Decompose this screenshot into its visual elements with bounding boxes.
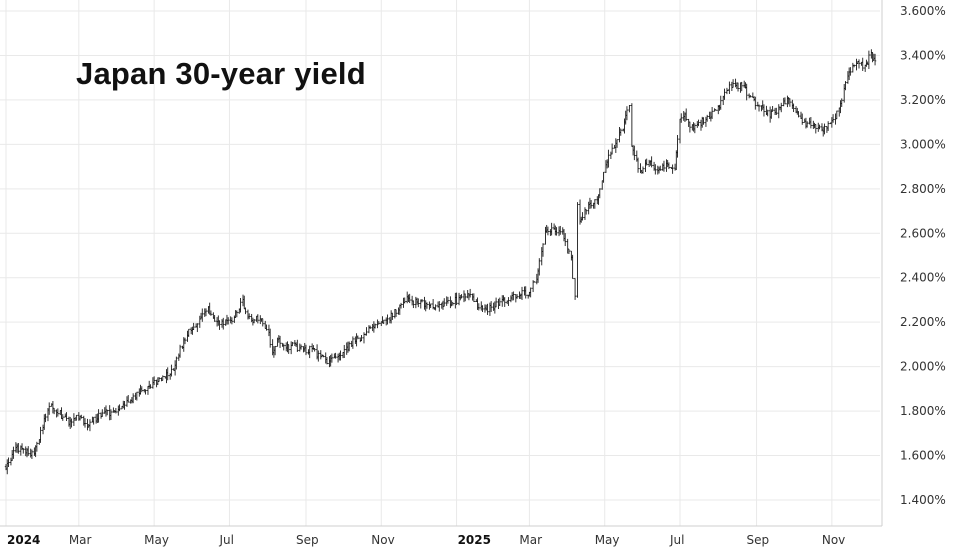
y-tick-label: 3.200% bbox=[900, 93, 946, 107]
y-axis: 1.400% 1.600% 1.800% 2.000% 2.200% 2.400% 2.60… bbox=[900, 4, 946, 507]
y-tick-label: 1.400% bbox=[900, 493, 946, 507]
chart-title: Japan 30-year yield bbox=[76, 56, 366, 91]
y-tick-label: 2.000% bbox=[900, 360, 946, 374]
x-tick-label: May bbox=[595, 533, 620, 547]
x-tick-label: Mar bbox=[69, 533, 92, 547]
y-tick-label: 2.200% bbox=[900, 315, 946, 329]
y-tick-label: 2.600% bbox=[900, 226, 946, 240]
x-tick-label: Sep bbox=[747, 533, 770, 547]
y-tick-label: 3.400% bbox=[900, 48, 946, 62]
x-tick-label: Sep bbox=[296, 533, 319, 547]
x-tick-label: 2024 bbox=[7, 533, 40, 547]
price-bars bbox=[4, 49, 877, 475]
x-tick-label: Nov bbox=[822, 533, 845, 547]
x-tick-label: 2025 bbox=[458, 533, 491, 547]
x-tick-label: Jul bbox=[669, 533, 684, 547]
y-tick-label: 3.600% bbox=[900, 4, 946, 18]
y-tick-label: 1.600% bbox=[900, 449, 946, 463]
y-tick-label: 2.400% bbox=[900, 271, 946, 285]
y-tick-label: 2.800% bbox=[900, 182, 946, 196]
x-tick-label: Nov bbox=[371, 533, 394, 547]
x-tick-label: Jul bbox=[218, 533, 233, 547]
grid-lines bbox=[0, 0, 880, 526]
x-axis: 2024 Mar May Jul Sep Nov 2025 Mar May Jul Sep Nov bbox=[7, 533, 845, 547]
y-tick-label: 3.000% bbox=[900, 137, 946, 151]
y-tick-label: 1.800% bbox=[900, 404, 946, 418]
x-tick-label: May bbox=[144, 533, 169, 547]
x-tick-label: Mar bbox=[519, 533, 542, 547]
